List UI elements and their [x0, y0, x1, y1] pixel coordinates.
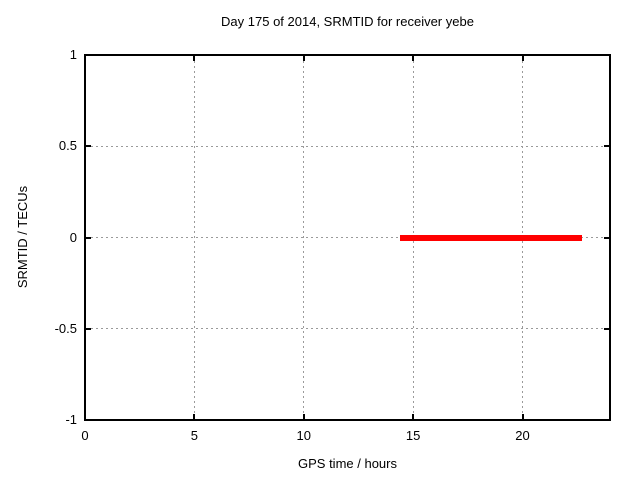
y-tick-label: 1	[69, 47, 77, 62]
x-tick-label: 0	[81, 428, 89, 443]
x-tick-mark-top	[193, 56, 196, 61]
x-tick-mark-top	[84, 56, 86, 61]
y-tick-mark-right	[604, 54, 609, 56]
x-tick-label: 20	[515, 428, 530, 443]
y-tick-mark-right	[604, 419, 609, 421]
gridline-horizontal	[86, 145, 609, 147]
gridline-horizontal	[86, 328, 609, 330]
y-tick-mark-right	[604, 236, 609, 239]
y-tick-mark-right	[604, 145, 609, 148]
x-tick-mark-bottom	[193, 414, 196, 419]
y-tick-mark-right	[604, 327, 609, 330]
y-tick-label: -1	[65, 412, 77, 427]
data-series-line	[400, 234, 582, 241]
y-tick-mark-left	[86, 145, 91, 148]
gridline-horizontal	[86, 237, 609, 238]
y-tick-label: 0	[69, 229, 77, 245]
y-tick-mark-left	[86, 327, 91, 330]
x-tick-mark-top	[521, 56, 524, 61]
x-tick-label: 10	[296, 428, 311, 443]
x-tick-label: 5	[190, 428, 198, 443]
y-tick-label: 0.5	[58, 138, 77, 154]
x-tick-label: 15	[405, 428, 421, 443]
chart-title: Day 175 of 2014, SRMTID for receiver yeb…	[221, 14, 474, 29]
x-tick-mark-bottom	[521, 414, 524, 419]
x-tick-mark-bottom	[412, 414, 415, 419]
y-tick-mark-left	[86, 236, 91, 239]
y-tick-label: -0.5	[54, 320, 77, 336]
x-axis-label: GPS time / hours	[298, 456, 397, 471]
x-tick-mark-bottom	[302, 414, 305, 419]
x-tick-mark-top	[302, 56, 305, 61]
x-tick-mark-top	[412, 56, 415, 61]
y-tick-mark-left	[86, 54, 91, 56]
x-tick-mark-bottom	[84, 414, 86, 419]
y-tick-mark-left	[86, 419, 91, 421]
plot-area-border	[84, 54, 611, 421]
